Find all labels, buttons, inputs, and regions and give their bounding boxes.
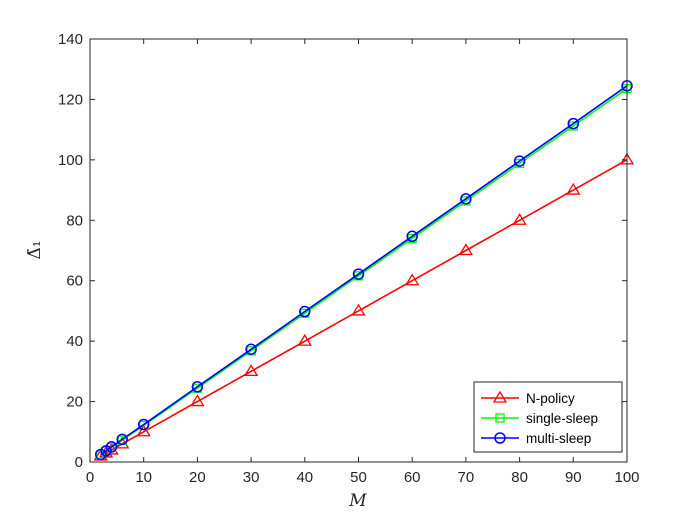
legend: N-policy single-sleep multi-sleep — [473, 381, 623, 453]
data-point — [190, 394, 205, 407]
x-tick-label: 80 — [511, 469, 528, 486]
y-tick-label: 20 — [66, 394, 83, 411]
y-tick-label: 140 — [58, 31, 83, 48]
y-tick-label: 80 — [66, 212, 83, 229]
y-tick-label: 0 — [75, 454, 83, 471]
data-point — [406, 230, 418, 243]
y-tick-label: 40 — [66, 333, 83, 350]
series-multi-sleep — [94, 80, 633, 461]
x-axis-ticks: 0 10 20 30 40 50 60 70 80 90 100 — [86, 39, 640, 486]
y-axis-label: Δ̄₁ — [25, 240, 45, 259]
legend-marker — [495, 413, 505, 423]
legend-item: single-sleep — [481, 411, 598, 426]
x-tick-label: 90 — [565, 469, 582, 486]
legend-label: multi-sleep — [526, 431, 591, 446]
x-tick-label: 60 — [404, 469, 421, 486]
data-point — [191, 381, 204, 393]
legend-label: single-sleep — [526, 411, 598, 426]
data-point — [351, 303, 366, 316]
x-tick-label: 10 — [135, 469, 152, 486]
x-tick-label: 50 — [350, 469, 367, 486]
data-point — [458, 243, 474, 256]
data-point — [405, 273, 420, 286]
y-tick-label: 100 — [58, 152, 83, 169]
data-point — [245, 343, 257, 356]
data-point — [567, 117, 580, 130]
legend-marker — [494, 432, 506, 444]
data-point — [513, 155, 526, 167]
legend-label: N-policy — [526, 391, 575, 406]
data-point — [299, 305, 311, 318]
x-axis-label: M — [348, 491, 367, 511]
legend-item: multi-sleep — [481, 431, 591, 446]
series-line — [100, 85, 628, 456]
data-point — [460, 193, 472, 205]
data-point — [116, 433, 128, 446]
series-layer — [93, 80, 635, 461]
y-tick-label: 120 — [58, 91, 83, 108]
data-point — [566, 182, 581, 195]
data-point — [105, 441, 118, 453]
data-point — [352, 268, 365, 280]
x-tick-label: 70 — [458, 469, 475, 486]
data-point — [297, 333, 312, 346]
legend-item: N-policy — [481, 390, 575, 406]
x-tick-label: 30 — [243, 469, 260, 486]
data-point — [137, 418, 150, 431]
series-line — [100, 159, 628, 457]
x-tick-label: 100 — [614, 469, 639, 486]
data-point — [136, 424, 151, 437]
y-axis-ticks: 0 20 40 60 80 100 120 140 — [58, 31, 627, 471]
x-tick-label: 0 — [86, 469, 94, 486]
legend-marker — [492, 390, 508, 403]
x-tick-label: 20 — [189, 469, 206, 486]
data-point — [512, 213, 527, 225]
x-tick-label: 40 — [296, 469, 313, 486]
y-tick-label: 60 — [66, 273, 83, 290]
data-point — [243, 364, 259, 377]
